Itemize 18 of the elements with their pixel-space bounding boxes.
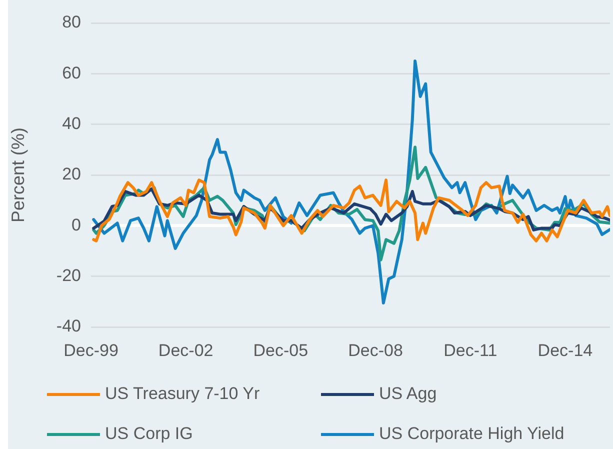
legend-label: US Corp IG (105, 424, 193, 444)
legend-label: US Treasury 7-10 Yr (105, 384, 260, 404)
x-tick-label: Dec-02 (158, 340, 214, 360)
x-tick-label: Dec-11 (444, 340, 498, 360)
x-tick-label: Dec-14 (538, 340, 593, 360)
y-tick-label: 20 (62, 164, 81, 184)
y-tick-label: -40 (56, 316, 81, 336)
legend-label: US Corporate High Yield (379, 424, 564, 444)
y-tick-label: -20 (56, 266, 81, 286)
y-tick-label: 80 (62, 12, 81, 32)
y-axis-title: Percent (%) (8, 127, 28, 223)
legend-label: US Agg (379, 384, 437, 404)
x-tick-label: Dec-05 (253, 340, 308, 360)
y-tick-label: 60 (62, 63, 81, 82)
x-tick-label: Dec-08 (348, 340, 403, 360)
y-tick-label: 0 (72, 215, 81, 234)
x-tick-label: Dec-99 (64, 340, 118, 360)
y-tick-label: 40 (62, 114, 81, 134)
